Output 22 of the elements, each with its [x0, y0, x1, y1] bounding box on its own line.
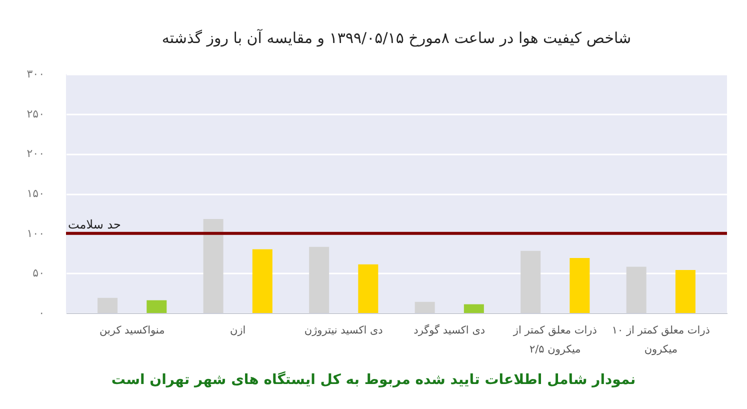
chart-title: شاخص کیفیت هوا در ساعت ۸مورخ ۱۳۹۹/۰۵/۱۵ و مقایسه آن با روز گذشته: [162, 28, 632, 47]
y-tick-label: ۳۰۰: [26, 68, 44, 80]
bar: [146, 300, 167, 313]
bar: [570, 258, 590, 313]
y-tick-label: ۲۰۰: [26, 147, 44, 160]
bar: [358, 264, 378, 313]
x-tick-label: دی اکسید گوگرد: [414, 324, 486, 336]
ref-line-label: حد سلامت: [68, 217, 121, 232]
y-tick-label: ۲۵۰: [26, 107, 44, 120]
bar: [675, 270, 696, 313]
bar: [464, 304, 484, 313]
x-tick-label: منواکسید کربن: [99, 324, 165, 336]
y-tick-label: ۰: [38, 306, 44, 320]
y-tick-label: ۱۵۰: [26, 187, 44, 200]
y-tick-label: ۵۰: [32, 266, 44, 280]
x-tick-label: ذرات معلق کمتر از ۲/۵ میکرون: [512, 324, 598, 356]
x-tick-label: دی اکسید نیتروژن: [304, 324, 384, 336]
y-tick-label: ۱۰۰: [26, 226, 44, 240]
text: نمودار شامل اطلاعات تایید شده مربوط به کل ایستگاه های شهر تهران است: [110, 372, 637, 388]
x-tick-label: ازن: [230, 324, 246, 336]
x-tick-label: ذرات معلق کمتر از ۱۰ میکرون: [612, 324, 710, 356]
bar: [252, 249, 272, 313]
